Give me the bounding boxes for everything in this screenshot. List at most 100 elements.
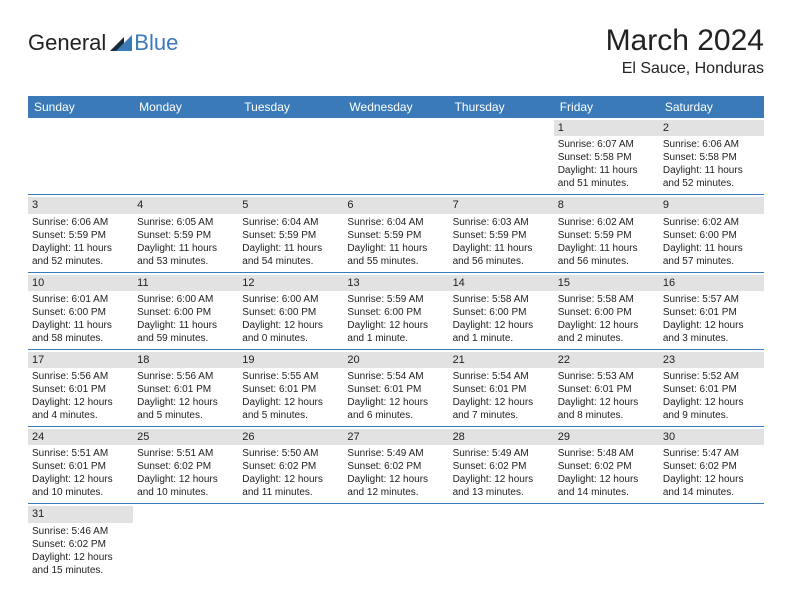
calendar-cell: 5Sunrise: 6:04 AMSunset: 5:59 PMDaylight… [238, 195, 343, 272]
sunrise-line: Sunrise: 5:46 AM [32, 525, 129, 538]
calendar-cell: 31 Sunrise: 5:46 AMSunset: 6:02 PMDayligh… [28, 504, 133, 580]
day-header: Monday [133, 96, 238, 118]
sunset-line: Sunset: 6:01 PM [242, 383, 339, 396]
logo-text-general: General [28, 30, 106, 56]
daylight-line: Daylight: 12 hours and 13 minutes. [453, 473, 550, 499]
daylight-line: Daylight: 12 hours and 14 minutes. [663, 473, 760, 499]
sunset-line: Sunset: 5:58 PM [663, 151, 760, 164]
calendar-cell: 6Sunrise: 6:04 AMSunset: 5:59 PMDaylight… [343, 195, 448, 272]
daylight-line: Daylight: 12 hours and 6 minutes. [347, 396, 444, 422]
day-number: 7 [449, 197, 554, 213]
sunset-line: Sunset: 5:59 PM [347, 229, 444, 242]
calendar-cell: 28Sunrise: 5:49 AMSunset: 6:02 PMDayligh… [449, 427, 554, 504]
sunset-line: Sunset: 6:00 PM [347, 306, 444, 319]
sunrise-line: Sunrise: 5:56 AM [32, 370, 129, 383]
sunrise-line: Sunrise: 5:56 AM [137, 370, 234, 383]
sunrise-line: Sunrise: 5:52 AM [663, 370, 760, 383]
calendar-cell: 20Sunrise: 5:54 AMSunset: 6:01 PMDayligh… [343, 350, 448, 427]
sunset-line: Sunset: 5:59 PM [558, 229, 655, 242]
calendar-cell [28, 118, 133, 195]
sunrise-line: Sunrise: 6:07 AM [558, 138, 655, 151]
sunrise-line: Sunrise: 5:51 AM [137, 447, 234, 460]
calendar-cell [133, 118, 238, 195]
sunrise-line: Sunrise: 6:05 AM [137, 216, 234, 229]
sunset-line: Sunset: 5:59 PM [32, 229, 129, 242]
logo: General Blue [28, 30, 178, 56]
sunset-line: Sunset: 6:01 PM [558, 383, 655, 396]
calendar-cell: 9Sunrise: 6:02 AMSunset: 6:00 PMDaylight… [659, 195, 764, 272]
day-number: 22 [554, 352, 659, 368]
day-number: 31 [28, 506, 133, 522]
sunset-line: Sunset: 6:00 PM [32, 306, 129, 319]
sunrise-line: Sunrise: 6:00 AM [242, 293, 339, 306]
calendar-cell: 2Sunrise: 6:06 AMSunset: 5:58 PMDaylight… [659, 118, 764, 195]
header: General Blue March 2024 El Sauce, Hondur… [28, 24, 764, 78]
calendar-cell: 23 Sunrise: 5:52 AMSunset: 6:01 PMDayligh… [659, 350, 764, 427]
daylight-line: Daylight: 12 hours and 1 minute. [347, 319, 444, 345]
daylight-line: Daylight: 11 hours and 55 minutes. [347, 242, 444, 268]
daylight-line: Daylight: 12 hours and 1 minute. [453, 319, 550, 345]
sunset-line: Sunset: 6:02 PM [558, 460, 655, 473]
calendar-cell: 24Sunrise: 5:51 AMSunset: 6:01 PMDayligh… [28, 427, 133, 504]
sunset-line: Sunset: 5:58 PM [558, 151, 655, 164]
calendar-cell: 14Sunrise: 5:58 AMSunset: 6:00 PMDayligh… [449, 273, 554, 350]
daylight-line: Daylight: 11 hours and 53 minutes. [137, 242, 234, 268]
sunrise-line: Sunrise: 5:49 AM [453, 447, 550, 460]
daylight-line: Daylight: 12 hours and 12 minutes. [347, 473, 444, 499]
day-number: 5 [238, 197, 343, 213]
sunrise-line: Sunrise: 6:01 AM [32, 293, 129, 306]
daylight-line: Daylight: 12 hours and 15 minutes. [32, 551, 129, 577]
sunset-line: Sunset: 6:01 PM [137, 383, 234, 396]
day-number: 21 [449, 352, 554, 368]
day-number: 20 [343, 352, 448, 368]
sunrise-line: Sunrise: 5:57 AM [663, 293, 760, 306]
day-number: 18 [133, 352, 238, 368]
daylight-line: Daylight: 12 hours and 7 minutes. [453, 396, 550, 422]
day-number: 27 [343, 429, 448, 445]
day-number: 19 [238, 352, 343, 368]
sunset-line: Sunset: 6:01 PM [663, 383, 760, 396]
daylight-line: Daylight: 12 hours and 14 minutes. [558, 473, 655, 499]
sunset-line: Sunset: 5:59 PM [453, 229, 550, 242]
sunset-line: Sunset: 6:00 PM [137, 306, 234, 319]
daylight-line: Daylight: 12 hours and 11 minutes. [242, 473, 339, 499]
day-number: 13 [343, 275, 448, 291]
daylight-line: Daylight: 11 hours and 57 minutes. [663, 242, 760, 268]
sunset-line: Sunset: 6:02 PM [242, 460, 339, 473]
day-number: 1 [554, 120, 659, 136]
sunset-line: Sunset: 6:00 PM [242, 306, 339, 319]
calendar-grid: SundayMondayTuesdayWednesdayThursdayFrid… [28, 96, 764, 581]
calendar-cell: 22Sunrise: 5:53 AMSunset: 6:01 PMDayligh… [554, 350, 659, 427]
sunrise-line: Sunrise: 5:54 AM [347, 370, 444, 383]
daylight-line: Daylight: 12 hours and 9 minutes. [663, 396, 760, 422]
calendar-cell: 4Sunrise: 6:05 AMSunset: 5:59 PMDaylight… [133, 195, 238, 272]
calendar-cell [238, 118, 343, 195]
day-number: 8 [554, 197, 659, 213]
logo-triangle-icon [110, 33, 132, 53]
sunrise-line: Sunrise: 5:54 AM [453, 370, 550, 383]
calendar-cell: 26Sunrise: 5:50 AMSunset: 6:02 PMDayligh… [238, 427, 343, 504]
daylight-line: Daylight: 12 hours and 10 minutes. [32, 473, 129, 499]
month-title: March 2024 [606, 24, 764, 58]
daylight-line: Daylight: 11 hours and 58 minutes. [32, 319, 129, 345]
day-header: Tuesday [238, 96, 343, 118]
daylight-line: Daylight: 12 hours and 5 minutes. [137, 396, 234, 422]
calendar-cell [343, 504, 448, 580]
calendar-cell: 3Sunrise: 6:06 AMSunset: 5:59 PMDaylight… [28, 195, 133, 272]
calendar-cell: 30Sunrise: 5:47 AMSunset: 6:02 PMDayligh… [659, 427, 764, 504]
daylight-line: Daylight: 12 hours and 3 minutes. [663, 319, 760, 345]
sunrise-line: Sunrise: 5:59 AM [347, 293, 444, 306]
calendar-cell: 15Sunrise: 5:58 AMSunset: 6:00 PMDayligh… [554, 273, 659, 350]
sunset-line: Sunset: 6:02 PM [32, 538, 129, 551]
day-number: 23 [659, 352, 764, 368]
sunrise-line: Sunrise: 5:53 AM [558, 370, 655, 383]
sunrise-line: Sunrise: 5:47 AM [663, 447, 760, 460]
sunrise-line: Sunrise: 6:02 AM [558, 216, 655, 229]
daylight-line: Daylight: 11 hours and 54 minutes. [242, 242, 339, 268]
day-number: 29 [554, 429, 659, 445]
day-number: 26 [238, 429, 343, 445]
sunrise-line: Sunrise: 6:06 AM [32, 216, 129, 229]
daylight-line: Daylight: 11 hours and 52 minutes. [663, 164, 760, 190]
sunrise-line: Sunrise: 5:48 AM [558, 447, 655, 460]
sunrise-line: Sunrise: 5:55 AM [242, 370, 339, 383]
